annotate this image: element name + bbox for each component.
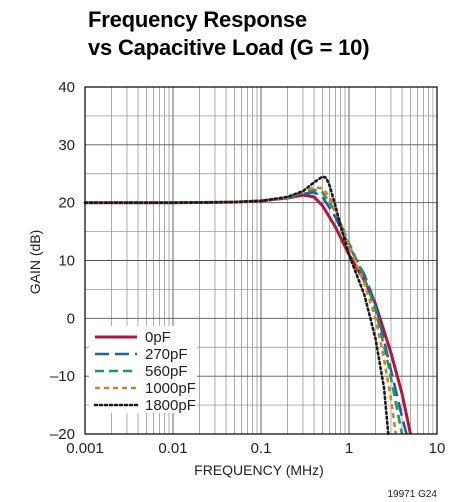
y-tick-label: –10	[50, 368, 75, 385]
tick-labels: 0.001 0.01 0.1 1 10 40 30 20 10 0 –10 –20	[50, 79, 445, 457]
x-tick-label: 0.01	[158, 440, 187, 457]
legend-label: 1800pF	[145, 397, 196, 414]
legend-label: 1000pF	[145, 380, 196, 397]
series-line-270pf	[85, 191, 408, 435]
y-tick-label: 40	[58, 79, 75, 96]
y-tick-label: 30	[58, 137, 75, 154]
series-line-1800pf	[83, 175, 390, 436]
y-tick-label: 20	[58, 195, 75, 212]
chart-title-line-1: Frequency Response	[88, 7, 307, 32]
y-tick-label: 0	[67, 310, 75, 327]
x-tick-label: 1	[345, 440, 353, 457]
legend-label: 0pF	[145, 329, 171, 346]
y-axis-label: GAIN (dB)	[27, 230, 43, 295]
figure-id: 19971 G24	[388, 489, 438, 500]
y-tick-label: 10	[58, 253, 75, 270]
legend-label: 270pF	[145, 346, 188, 363]
series-line-560pf	[85, 188, 404, 435]
chart-title-line-2: vs Capacitive Load (G = 10)	[88, 35, 370, 60]
x-tick-label: 0.1	[251, 440, 272, 457]
chart-title: Frequency Response vs Capacitive Load (G…	[88, 6, 370, 62]
plot-frame	[84, 86, 438, 435]
series-lines	[83, 175, 412, 436]
x-tick-label: 0.001	[66, 440, 104, 457]
x-tick-label: 10	[429, 440, 446, 457]
y-tick-label: –20	[50, 426, 75, 443]
x-axis-label: FREQUENCY (MHz)	[194, 462, 324, 478]
legend-label: 560pF	[145, 363, 188, 380]
legend-background	[89, 326, 197, 413]
